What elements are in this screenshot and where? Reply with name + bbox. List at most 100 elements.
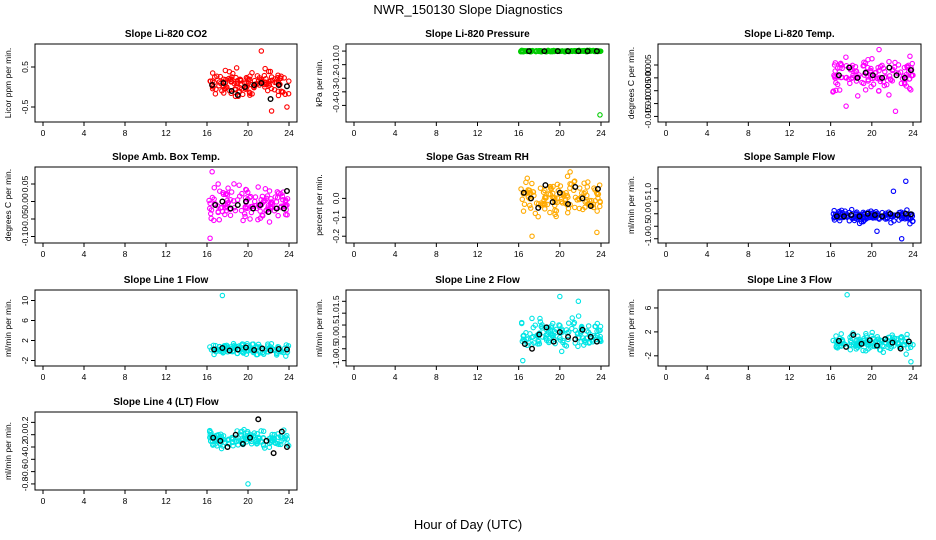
x-tick-label: 12 <box>785 128 795 138</box>
x-tick-label: 4 <box>705 128 710 138</box>
x-tick-label: 12 <box>473 372 483 382</box>
data-point <box>597 327 603 334</box>
data-point <box>585 323 592 329</box>
data-point <box>275 92 282 99</box>
reference-point <box>846 64 853 71</box>
reference-point <box>255 416 262 423</box>
series-points <box>830 46 916 115</box>
reference-point <box>835 72 842 79</box>
data-point <box>215 209 221 216</box>
reference-point <box>907 211 914 218</box>
data-point <box>222 211 228 218</box>
data-point <box>264 87 271 94</box>
y-tick-label: 10 <box>20 296 30 306</box>
y-tick-label: -0.2 <box>331 71 341 86</box>
data-point <box>875 339 881 346</box>
data-point <box>268 340 275 347</box>
y-tick-label: -0.2 <box>331 229 341 244</box>
plot-frame <box>657 289 922 367</box>
reference-point <box>579 195 586 202</box>
data-point <box>869 55 875 62</box>
data-point <box>261 72 268 79</box>
data-point <box>217 188 223 194</box>
data-point <box>231 181 237 187</box>
outlier-point <box>903 178 909 185</box>
data-point <box>255 434 261 441</box>
reference-point <box>587 202 594 209</box>
data-point <box>898 334 905 340</box>
data-point <box>527 331 533 337</box>
panel-title: Slope Li-820 Temp. <box>744 29 835 40</box>
x-tick-label: 4 <box>393 249 398 259</box>
data-point <box>207 428 213 435</box>
data-point <box>234 78 240 84</box>
reference-point <box>283 187 290 194</box>
panel-9: Slope Line 3 Flow 0 4 8 12 16 20 24 6 2 -2 ml/min p… <box>626 275 922 382</box>
reference-point <box>882 336 889 343</box>
data-point <box>551 328 558 335</box>
reference-point <box>270 450 277 457</box>
x-tick-label: 24 <box>284 128 294 138</box>
data-point <box>580 206 586 213</box>
reference-point <box>224 444 231 451</box>
data-point <box>248 193 254 200</box>
x-tick-label: 0 <box>352 128 357 138</box>
reference-point <box>258 79 265 86</box>
outlier-point <box>284 104 290 110</box>
series-points <box>206 169 291 242</box>
panel-4: Slope Amb. Box Temp.0 4 8 12 16 20 240.050.00-… <box>3 152 298 259</box>
data-point <box>557 334 563 341</box>
data-point <box>575 313 582 319</box>
data-point <box>869 75 876 82</box>
x-tick-label: 0 <box>41 372 46 382</box>
y-tick-label: 0.0 <box>20 429 30 441</box>
y-tick-label: 0.000 <box>643 67 653 89</box>
data-point <box>571 179 577 185</box>
data-point <box>874 333 881 340</box>
data-point <box>245 189 251 196</box>
y-tick-label: -0.015 <box>643 104 653 128</box>
data-point <box>222 191 229 198</box>
outlier-point <box>245 481 251 487</box>
x-tick-label: 8 <box>434 128 439 138</box>
y-tick-label: 1.0 <box>331 307 341 319</box>
data-point <box>860 63 866 69</box>
data-point <box>217 73 224 80</box>
reference-point <box>251 347 258 354</box>
data-point <box>527 202 533 209</box>
data-point <box>220 83 227 90</box>
y-axis-label: ml/min per min. <box>3 299 13 357</box>
data-point <box>862 87 869 93</box>
data-point <box>582 199 589 205</box>
reference-point <box>554 48 561 55</box>
data-point <box>219 204 225 211</box>
outlier-point <box>874 228 880 235</box>
data-point <box>885 344 891 351</box>
data-point <box>244 75 251 82</box>
data-point <box>209 70 216 76</box>
data-point <box>582 189 588 195</box>
y-axis-label: Licor ppm per min. <box>3 48 13 118</box>
y-tick-label: -0.2 <box>20 439 30 454</box>
data-point <box>254 344 261 350</box>
reference-point <box>247 434 254 441</box>
data-point <box>862 214 868 221</box>
outlier-point <box>890 188 897 195</box>
reference-point <box>893 72 900 79</box>
data-point <box>520 208 527 214</box>
y-tick-label: 0.5 <box>20 61 30 73</box>
data-point <box>853 78 860 84</box>
data-point <box>565 320 572 326</box>
x-tick-label: 8 <box>746 128 751 138</box>
data-point <box>260 428 267 435</box>
data-point <box>838 331 844 337</box>
panel-5: Slope Gas Stream RH 0 4 8 12 16 20 24 0.0 -0.1 -0.… <box>314 152 610 259</box>
x-tick-label: 24 <box>596 249 606 259</box>
data-point <box>831 207 837 214</box>
data-point <box>571 319 578 326</box>
data-point <box>560 337 566 344</box>
data-point <box>836 208 843 215</box>
x-tick-label: 4 <box>393 128 398 138</box>
